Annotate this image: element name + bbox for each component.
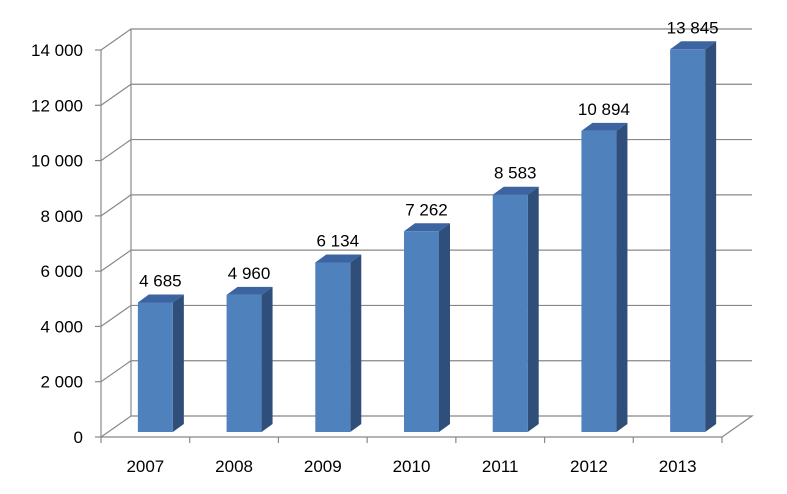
bar-front	[137, 302, 173, 432]
gridline	[100, 83, 752, 106]
bar-front	[226, 294, 262, 432]
bar-side	[172, 294, 184, 432]
bar	[581, 122, 628, 433]
x-tick-label: 2008	[215, 457, 253, 476]
y-tick-label: 2 000	[40, 373, 83, 392]
bar	[315, 254, 362, 432]
bar-front	[404, 231, 439, 432]
data-labels: 4 685 4 960 6 134 7 262 8 583 10 894 13 845	[139, 18, 719, 290]
bar-top	[226, 286, 273, 295]
bar	[492, 186, 539, 432]
x-tick-label: 2011	[482, 457, 519, 476]
y-tick-label: 6 000	[40, 262, 83, 281]
bar-top	[137, 294, 184, 303]
bar-front	[581, 130, 617, 433]
bar	[226, 286, 273, 432]
bars	[137, 41, 717, 433]
x-tick-label: 2012	[570, 457, 608, 476]
bar-top	[670, 41, 717, 50]
bar-front	[670, 49, 706, 433]
y-tick-label: 8 000	[40, 207, 83, 226]
y-tick-label: 4 000	[40, 317, 83, 336]
gridline	[100, 138, 752, 162]
y-tick-label: 12 000	[31, 96, 83, 115]
bar-top	[315, 254, 362, 263]
bar-side	[261, 286, 273, 432]
bar-top	[492, 186, 539, 195]
x-tick-label: 2009	[304, 457, 342, 476]
x-tick-label: 2007	[126, 457, 164, 476]
bar-side	[350, 254, 362, 432]
bar-top	[581, 122, 628, 131]
x-tick-label: 2010	[393, 457, 431, 476]
gridline	[100, 28, 752, 51]
bar-side	[705, 41, 717, 433]
bar-side	[439, 223, 450, 432]
data-label: 8 583	[494, 164, 537, 183]
data-label: 7 262	[405, 200, 448, 219]
bar	[404, 223, 450, 432]
data-label: 13 845	[667, 18, 719, 37]
bar	[137, 294, 184, 432]
bar-side	[527, 186, 539, 432]
y-axis-tick-labels: 0 2 000 4 000 6 000 8 000 10 000 12 000 14 000	[31, 41, 83, 447]
y-tick-label: 10 000	[31, 152, 83, 171]
floor	[100, 415, 754, 438]
data-label: 10 894	[578, 100, 630, 119]
y-tick-label: 0	[74, 428, 83, 447]
data-label: 6 134	[317, 231, 360, 250]
axes	[95, 29, 754, 443]
bar-front	[492, 194, 528, 432]
bar	[670, 41, 717, 433]
bar-top	[404, 223, 450, 232]
bar-side	[616, 122, 628, 433]
data-label: 4 960	[228, 264, 271, 283]
data-label: 4 685	[139, 271, 182, 290]
x-axis-tick-labels: 2007 2008 2009 2010 2011 2012 2013	[126, 457, 696, 476]
x-tick-label: 2013	[659, 457, 697, 476]
y-tick-label: 14 000	[31, 41, 83, 60]
bar-front	[315, 262, 351, 432]
